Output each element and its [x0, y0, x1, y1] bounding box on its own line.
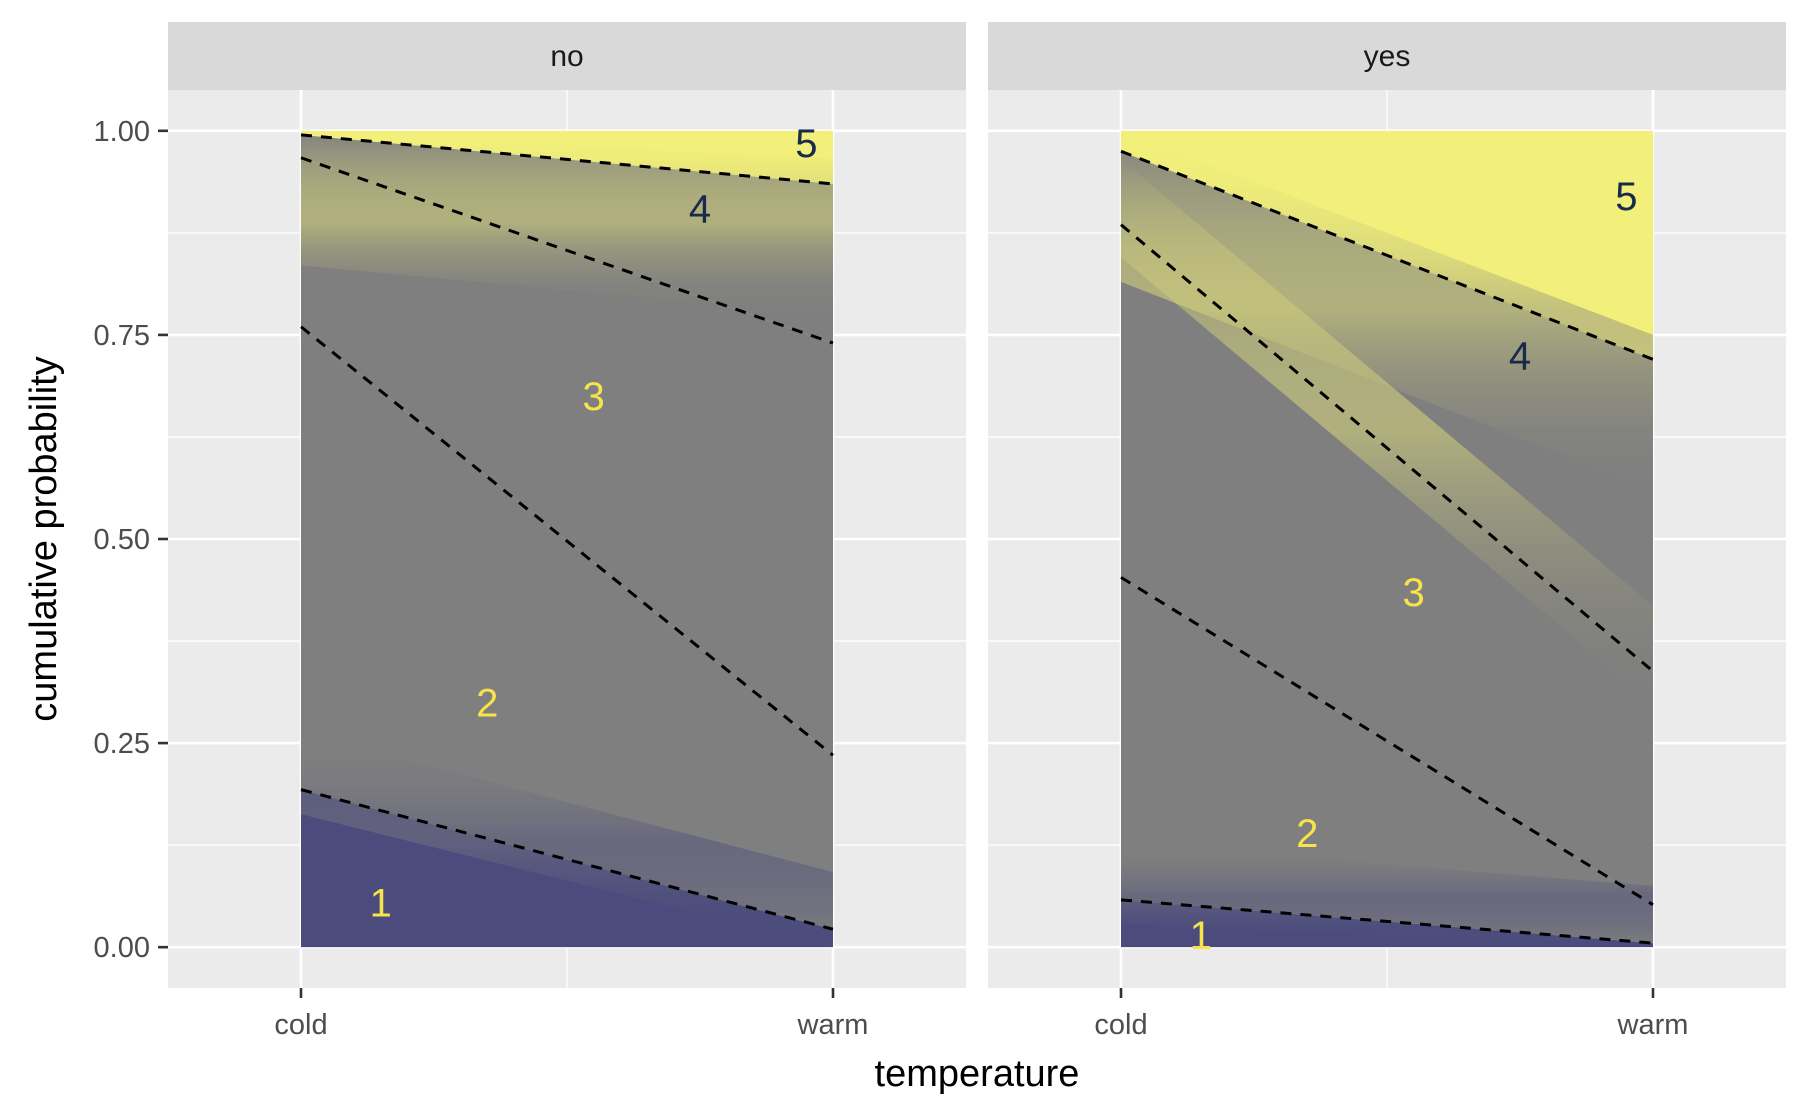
facet-strip [168, 22, 966, 90]
band-transition [1121, 159, 1653, 704]
facet-strip [988, 22, 1786, 90]
y-tick-label: 0.50 [94, 524, 150, 556]
category-label-4: 4 [689, 187, 711, 231]
category-label-2: 2 [476, 681, 498, 725]
category-label-2: 2 [1296, 812, 1318, 856]
boundary-line-4 [300, 133, 834, 186]
boundary-line-4 [1120, 149, 1654, 361]
panel-yes: yes 1 2 3 4 5 [988, 22, 1786, 988]
category-label-4: 4 [1509, 334, 1531, 378]
panel-no: no 1 2 3 4 5 [168, 22, 966, 988]
category-label-1: 1 [1190, 914, 1212, 958]
x-tick-label: warm [1617, 1009, 1689, 1041]
boundary-line-3 [300, 156, 834, 345]
y-axis-title: cumulative probability [23, 356, 65, 721]
facet-strip-label: no [550, 40, 583, 73]
x-tick-label: cold [274, 1009, 327, 1041]
band-3 [1121, 224, 1653, 905]
boundary-line-3 [1120, 223, 1654, 673]
y-tick-label: 1.00 [94, 116, 150, 148]
band-transition [301, 732, 833, 948]
boundary-line-2 [300, 325, 834, 757]
band-transition [1121, 842, 1653, 948]
band-2 [1121, 577, 1653, 944]
category-label-5: 5 [1615, 175, 1637, 219]
x-tick-label: warm [797, 1009, 869, 1041]
category-label-3: 3 [582, 375, 604, 419]
x-tick-label: cold [1094, 1009, 1147, 1041]
boundary-line-1 [1120, 898, 1654, 945]
y-tick-label: 0.75 [94, 320, 150, 352]
y-tick-label: 0.25 [94, 728, 150, 760]
category-label-1: 1 [370, 881, 392, 925]
boundary-line-2 [1120, 576, 1654, 907]
category-label-5: 5 [795, 122, 817, 166]
panels-layer: no 1 2 3 4 5 yes 1 2 3 4 5 [168, 22, 1786, 988]
axes-layer: cold warm cold warm 0.00 0.25 0.50 0.75 1.00 temp… [23, 116, 1688, 1095]
facet-strip-label: yes [1364, 40, 1411, 73]
band-transition [301, 130, 833, 315]
x-axis-title: temperature [875, 1053, 1080, 1095]
y-tick-label: 0.00 [94, 932, 150, 964]
band-3 [301, 157, 833, 756]
category-label-3: 3 [1402, 571, 1424, 615]
band-transition [1121, 130, 1653, 491]
